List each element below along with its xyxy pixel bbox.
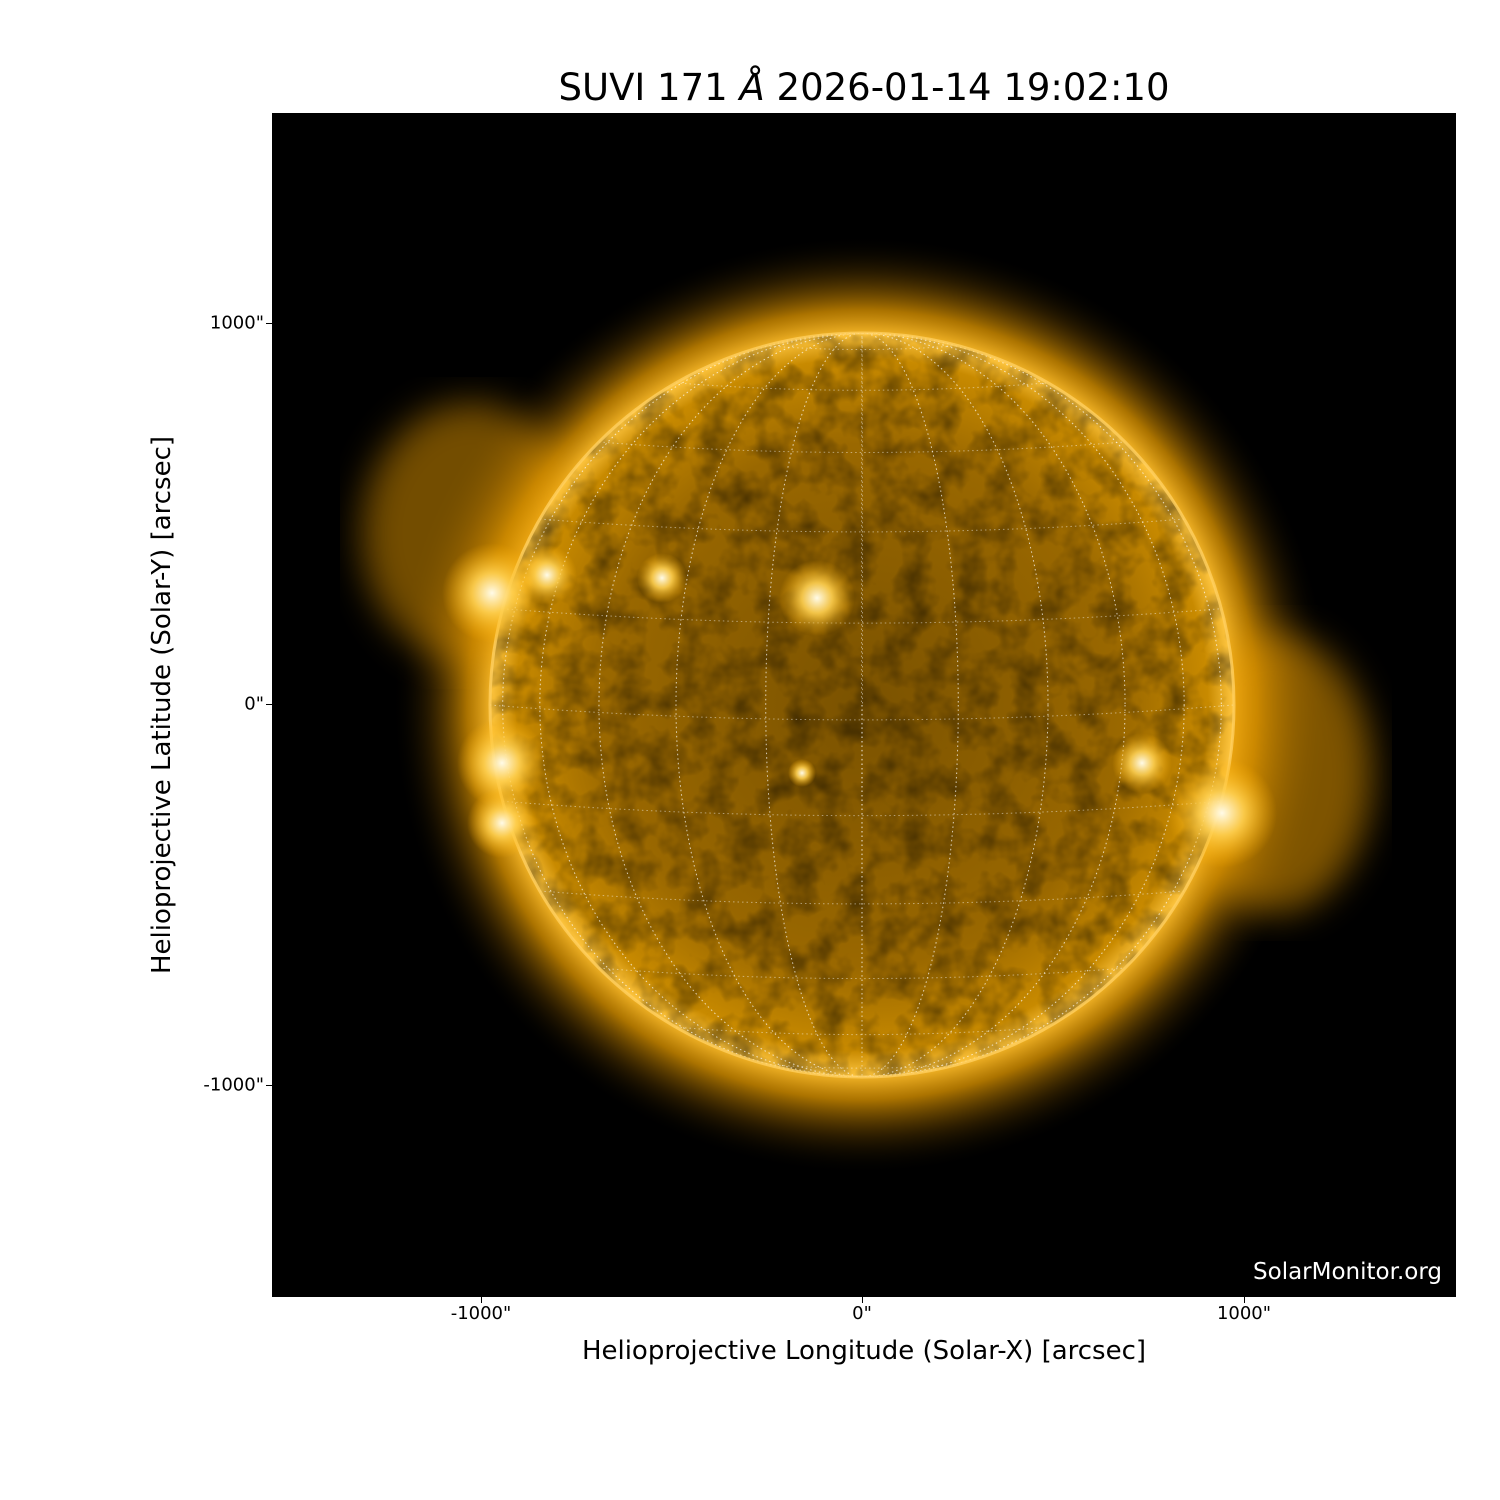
longitude-line bbox=[765, 333, 959, 1077]
longitude-line bbox=[539, 333, 1185, 1077]
active-region bbox=[1167, 758, 1277, 868]
longitude-line bbox=[598, 333, 1126, 1077]
active-region bbox=[779, 560, 855, 636]
active-region bbox=[1112, 733, 1172, 793]
active-region bbox=[467, 788, 537, 858]
y-tick bbox=[266, 323, 272, 324]
y-axis-label: Helioprojective Latitude (Solar-Y) [arcs… bbox=[147, 435, 177, 975]
active-region bbox=[788, 759, 816, 787]
disk-texture bbox=[490, 333, 1234, 1077]
x-tick bbox=[481, 1297, 482, 1303]
active-region bbox=[637, 553, 687, 603]
active-region bbox=[442, 543, 542, 643]
x-tick bbox=[862, 1297, 863, 1303]
latitude-line bbox=[765, 1063, 959, 1069]
latitude-line bbox=[675, 382, 1049, 391]
y-tick-label: 1000" bbox=[209, 312, 264, 334]
solar-image: SolarMonitor.org bbox=[272, 113, 1456, 1297]
x-tick-label: 1000" bbox=[1216, 1303, 1272, 1324]
sun-image bbox=[362, 235, 1372, 1175]
active-region bbox=[457, 718, 547, 808]
y-tick bbox=[266, 704, 272, 705]
longitude-line bbox=[539, 333, 1185, 1077]
x-tick bbox=[1244, 1297, 1245, 1303]
latitude-line bbox=[598, 441, 1126, 453]
x-axis-label: Helioprojective Longitude (Solar-X) [arc… bbox=[581, 1336, 1147, 1366]
x-tick-label: 0" bbox=[852, 1303, 872, 1324]
latitude-line bbox=[502, 800, 1222, 817]
longitude-line bbox=[765, 333, 959, 1077]
latitude-line bbox=[539, 890, 1185, 905]
latitude-line bbox=[598, 967, 1126, 980]
latitude-line bbox=[502, 608, 1222, 624]
longitude-line bbox=[675, 333, 1049, 1077]
active-region bbox=[517, 545, 577, 605]
latitude-line bbox=[765, 345, 959, 351]
longitude-line bbox=[598, 333, 1126, 1077]
plot-title: SUVI 171 Å 2026-01-14 19:02:10 bbox=[558, 66, 1170, 109]
y-tick bbox=[266, 1085, 272, 1086]
longitude-line bbox=[861, 333, 863, 1077]
y-tick-label: -1000" bbox=[203, 1074, 264, 1096]
latitude-line bbox=[675, 1026, 1049, 1036]
x-tick-label: -1000" bbox=[450, 1303, 512, 1324]
watermark: SolarMonitor.org bbox=[1253, 1259, 1442, 1285]
longitude-line bbox=[675, 333, 1049, 1077]
y-tick-label: 0" bbox=[244, 693, 264, 715]
latitude-line bbox=[539, 518, 1185, 533]
